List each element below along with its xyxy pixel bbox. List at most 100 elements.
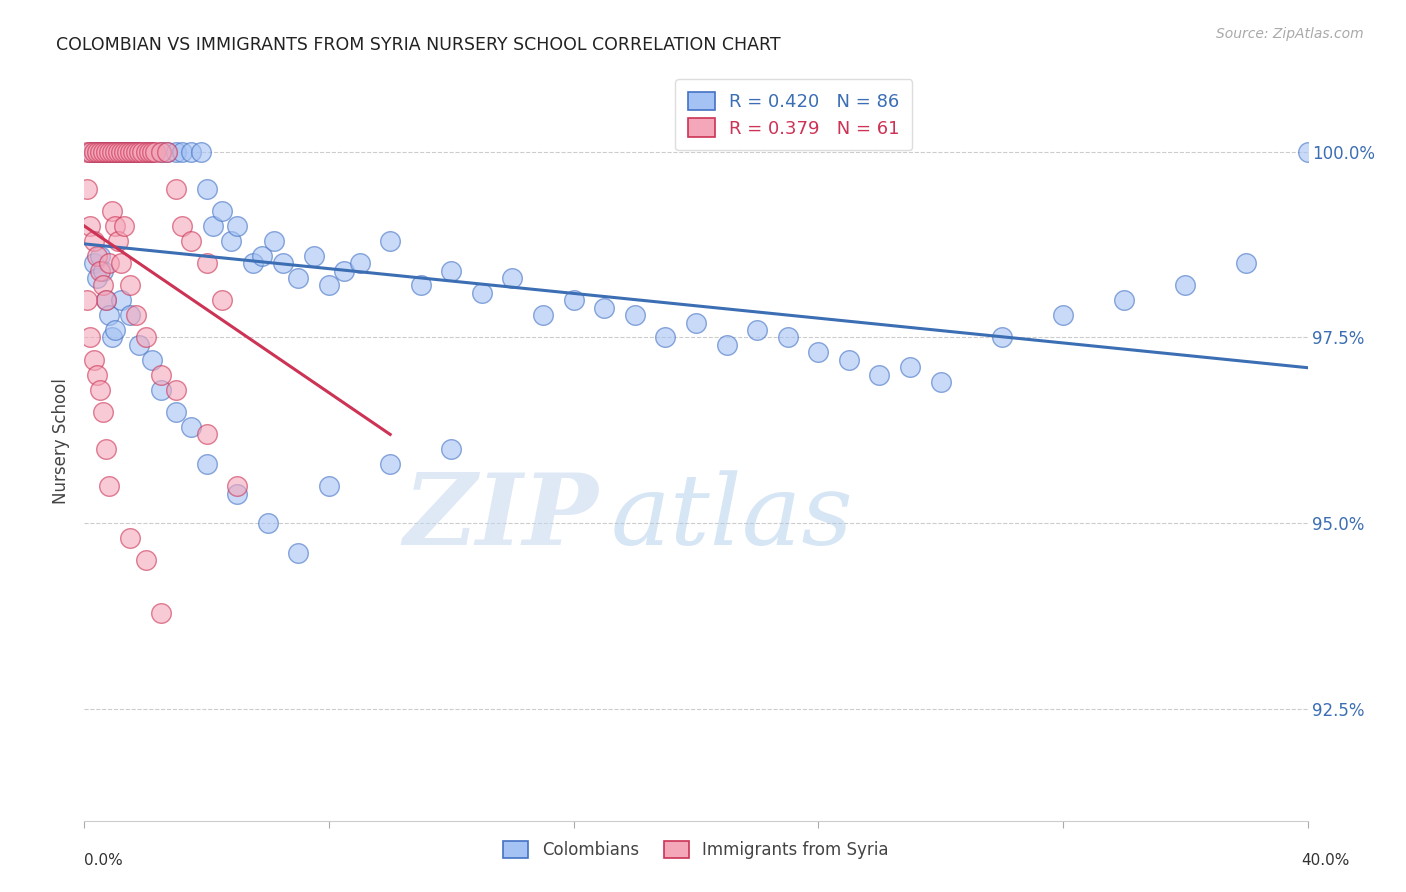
Point bbox=[128, 338, 150, 352]
Point bbox=[122, 145, 145, 159]
Point bbox=[94, 442, 117, 456]
Point bbox=[149, 145, 172, 159]
Point bbox=[86, 145, 108, 159]
Point bbox=[263, 234, 285, 248]
Point bbox=[135, 145, 157, 159]
Point bbox=[110, 145, 132, 159]
Point bbox=[226, 486, 249, 500]
Point bbox=[107, 145, 129, 159]
Point bbox=[349, 256, 371, 270]
Point bbox=[83, 352, 105, 367]
Point bbox=[120, 145, 142, 159]
Point bbox=[219, 234, 242, 248]
Point bbox=[929, 375, 952, 389]
Point bbox=[141, 145, 163, 159]
Point bbox=[135, 330, 157, 344]
Point bbox=[195, 457, 218, 471]
Point bbox=[471, 285, 494, 300]
Point bbox=[79, 145, 101, 159]
Point bbox=[120, 145, 142, 159]
Point bbox=[89, 145, 111, 159]
Point bbox=[104, 219, 127, 233]
Point bbox=[110, 293, 132, 308]
Point bbox=[149, 606, 172, 620]
Point bbox=[165, 405, 187, 419]
Text: ZIP: ZIP bbox=[404, 469, 598, 566]
Point bbox=[94, 145, 117, 159]
Point bbox=[97, 479, 120, 493]
Point bbox=[165, 383, 187, 397]
Point bbox=[149, 383, 172, 397]
Point bbox=[380, 457, 402, 471]
Point bbox=[1114, 293, 1136, 308]
Point bbox=[440, 263, 463, 277]
Point bbox=[1174, 278, 1197, 293]
Point bbox=[83, 145, 105, 159]
Point bbox=[101, 145, 124, 159]
Point bbox=[211, 204, 233, 219]
Point bbox=[76, 182, 98, 196]
Point bbox=[94, 145, 117, 159]
Point bbox=[120, 308, 142, 322]
Point bbox=[242, 256, 264, 270]
Point bbox=[135, 145, 157, 159]
Point bbox=[125, 145, 148, 159]
Point bbox=[776, 330, 799, 344]
Point bbox=[172, 219, 194, 233]
Point bbox=[898, 360, 921, 375]
Text: COLOMBIAN VS IMMIGRANTS FROM SYRIA NURSERY SCHOOL CORRELATION CHART: COLOMBIAN VS IMMIGRANTS FROM SYRIA NURSE… bbox=[56, 36, 780, 54]
Point bbox=[91, 405, 114, 419]
Point bbox=[104, 323, 127, 337]
Point bbox=[869, 368, 891, 382]
Point bbox=[86, 145, 108, 159]
Point bbox=[287, 271, 309, 285]
Point bbox=[91, 278, 114, 293]
Point bbox=[91, 145, 114, 159]
Point bbox=[128, 145, 150, 159]
Point bbox=[120, 531, 142, 545]
Point bbox=[138, 145, 160, 159]
Point bbox=[165, 182, 187, 196]
Point bbox=[112, 219, 135, 233]
Point bbox=[125, 145, 148, 159]
Point bbox=[172, 145, 194, 159]
Point bbox=[562, 293, 585, 308]
Point bbox=[112, 145, 135, 159]
Point bbox=[101, 330, 124, 344]
Point bbox=[83, 256, 105, 270]
Point bbox=[76, 145, 98, 159]
Point bbox=[440, 442, 463, 456]
Point bbox=[97, 256, 120, 270]
Y-axis label: Nursery School: Nursery School bbox=[52, 378, 70, 505]
Point bbox=[226, 479, 249, 493]
Point bbox=[716, 338, 738, 352]
Point bbox=[380, 234, 402, 248]
Point bbox=[115, 145, 138, 159]
Text: Source: ZipAtlas.com: Source: ZipAtlas.com bbox=[1216, 27, 1364, 41]
Point bbox=[201, 219, 224, 233]
Point bbox=[165, 145, 187, 159]
Point bbox=[991, 330, 1014, 344]
Point bbox=[83, 234, 105, 248]
Point bbox=[318, 278, 340, 293]
Point bbox=[195, 256, 218, 270]
Point bbox=[1296, 145, 1319, 159]
Legend: Colombians, Immigrants from Syria: Colombians, Immigrants from Syria bbox=[496, 834, 896, 865]
Point bbox=[89, 249, 111, 263]
Point bbox=[1236, 256, 1258, 270]
Point bbox=[624, 308, 647, 322]
Point bbox=[86, 271, 108, 285]
Point bbox=[211, 293, 233, 308]
Point bbox=[104, 145, 127, 159]
Point bbox=[149, 368, 172, 382]
Point bbox=[287, 546, 309, 560]
Point bbox=[91, 145, 114, 159]
Point bbox=[502, 271, 524, 285]
Point bbox=[1052, 308, 1074, 322]
Point bbox=[101, 145, 124, 159]
Point bbox=[685, 316, 707, 330]
Point bbox=[86, 249, 108, 263]
Point bbox=[122, 145, 145, 159]
Point bbox=[110, 145, 132, 159]
Point bbox=[135, 553, 157, 567]
